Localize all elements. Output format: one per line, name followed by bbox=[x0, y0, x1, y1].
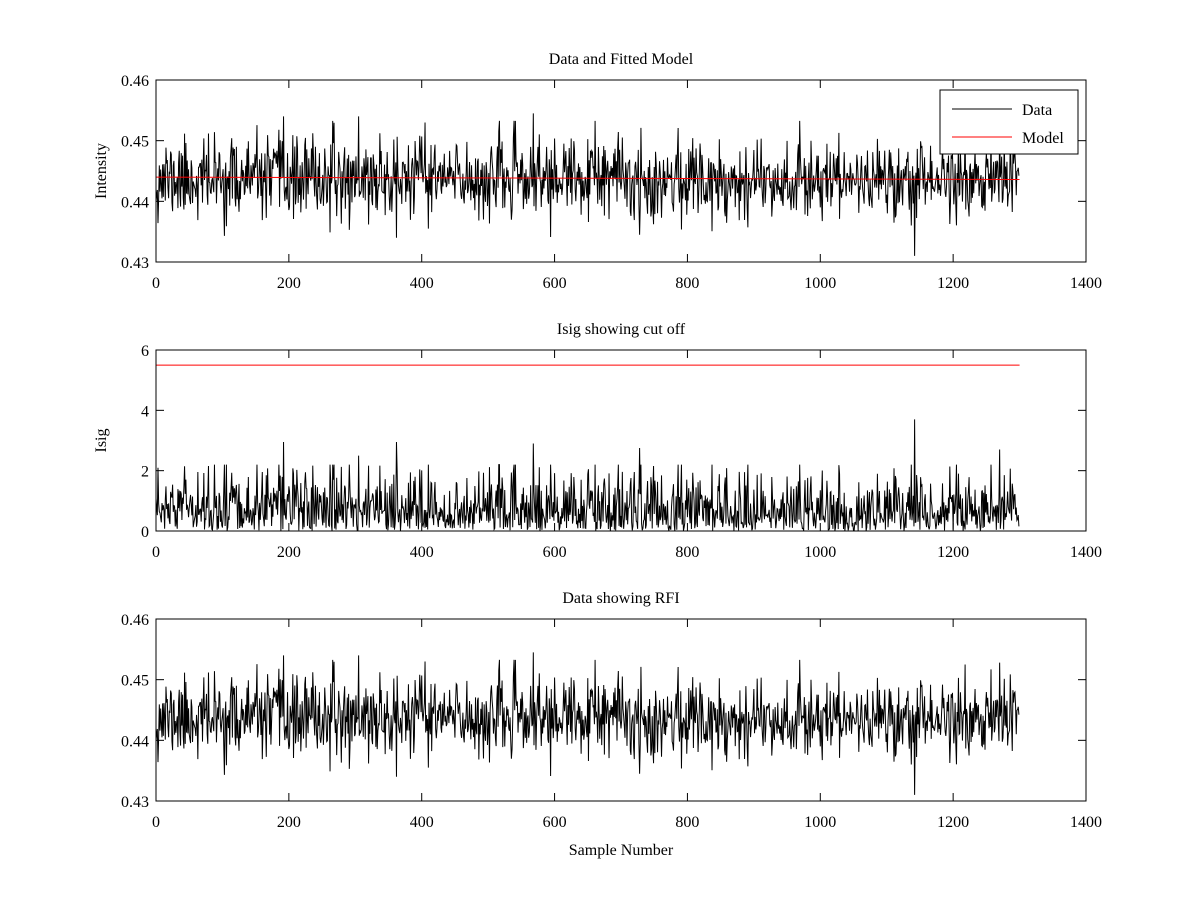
x-tick-label: 1400 bbox=[1070, 544, 1102, 561]
legend-box bbox=[939, 89, 1079, 155]
axes-box bbox=[155, 349, 1087, 532]
x-tick-label: 800 bbox=[675, 275, 699, 292]
y-tick-label: 0.43 bbox=[121, 794, 149, 811]
legend-label-model: Model bbox=[1022, 130, 1064, 147]
x-tick-label: 1000 bbox=[804, 814, 836, 831]
y-tick-label: 0.45 bbox=[121, 134, 149, 151]
x-tick-label: 1200 bbox=[937, 275, 969, 292]
y-tick-label: 0.44 bbox=[121, 194, 149, 211]
y-axis-label: Intensity bbox=[93, 143, 110, 199]
series-data-line bbox=[156, 113, 1020, 256]
series-signal-line bbox=[156, 419, 1020, 531]
x-tick-label: 200 bbox=[277, 814, 301, 831]
legend-label-data: Data bbox=[1022, 102, 1052, 119]
x-tick-label: 600 bbox=[543, 544, 567, 561]
x-tick-label: 0 bbox=[152, 544, 160, 561]
x-tick-label: 200 bbox=[277, 544, 301, 561]
chart-title: Isig showing cut off bbox=[557, 321, 686, 338]
panels: 0 200 400 600 800 1000 1200 14000.430.440.450.4… bbox=[93, 51, 1102, 859]
x-tick-label: 1200 bbox=[937, 544, 969, 561]
y-tick-label: 0.43 bbox=[121, 255, 149, 272]
axes-box bbox=[155, 79, 1087, 263]
x-tick-label: 800 bbox=[675, 544, 699, 561]
x-tick-label: 1000 bbox=[804, 275, 836, 292]
series-signal-line bbox=[156, 652, 1020, 795]
x-tick-label: 400 bbox=[410, 275, 434, 292]
x-tick-label: 1000 bbox=[804, 544, 836, 561]
panel-2: 0 200 400 600 800 1000 1200 1400 0 2 4 6 Isig showin… bbox=[93, 321, 1102, 561]
x-tick-label: 1400 bbox=[1070, 275, 1102, 292]
legend: Data Model bbox=[939, 89, 1079, 155]
y-tick-label: 0.46 bbox=[121, 612, 149, 629]
x-tick-label: 1400 bbox=[1070, 814, 1102, 831]
x-tick-label: 800 bbox=[675, 814, 699, 831]
y-tick-label: 4 bbox=[141, 403, 149, 420]
y-tick-label: 0.46 bbox=[121, 73, 149, 90]
x-tick-label: 0 bbox=[152, 814, 160, 831]
axes-box bbox=[155, 618, 1087, 802]
x-axis-label: Sample Number bbox=[569, 842, 674, 859]
x-tick-label: 400 bbox=[410, 544, 434, 561]
y-tick-label: 0.44 bbox=[121, 733, 149, 750]
y-tick-label: 6 bbox=[141, 343, 149, 360]
panel-3: 0 200 400 600 800 1000 1200 1400 0.43 0.44 0.45 0.4… bbox=[121, 590, 1102, 859]
y-axis-label: Isig bbox=[93, 429, 110, 453]
y-tick-label: 0.45 bbox=[121, 673, 149, 690]
x-tick-label: 0 bbox=[152, 275, 160, 292]
x-tick-label: 600 bbox=[543, 275, 567, 292]
x-tick-label: 1200 bbox=[937, 814, 969, 831]
chart-title: Data showing RFI bbox=[562, 590, 679, 607]
y-tick-label: 0 bbox=[141, 524, 149, 541]
x-tick-label: 600 bbox=[543, 814, 567, 831]
y-tick-label: 2 bbox=[141, 464, 149, 481]
chart-title: Data and Fitted Model bbox=[549, 51, 694, 68]
series-model-line bbox=[156, 176, 1020, 180]
x-tick-label: 400 bbox=[410, 814, 434, 831]
x-tick-label: 200 bbox=[277, 275, 301, 292]
panel-1: 0 200 400 600 800 1000 1200 1400 0.43 0.44 0.45 0.4… bbox=[93, 51, 1102, 292]
